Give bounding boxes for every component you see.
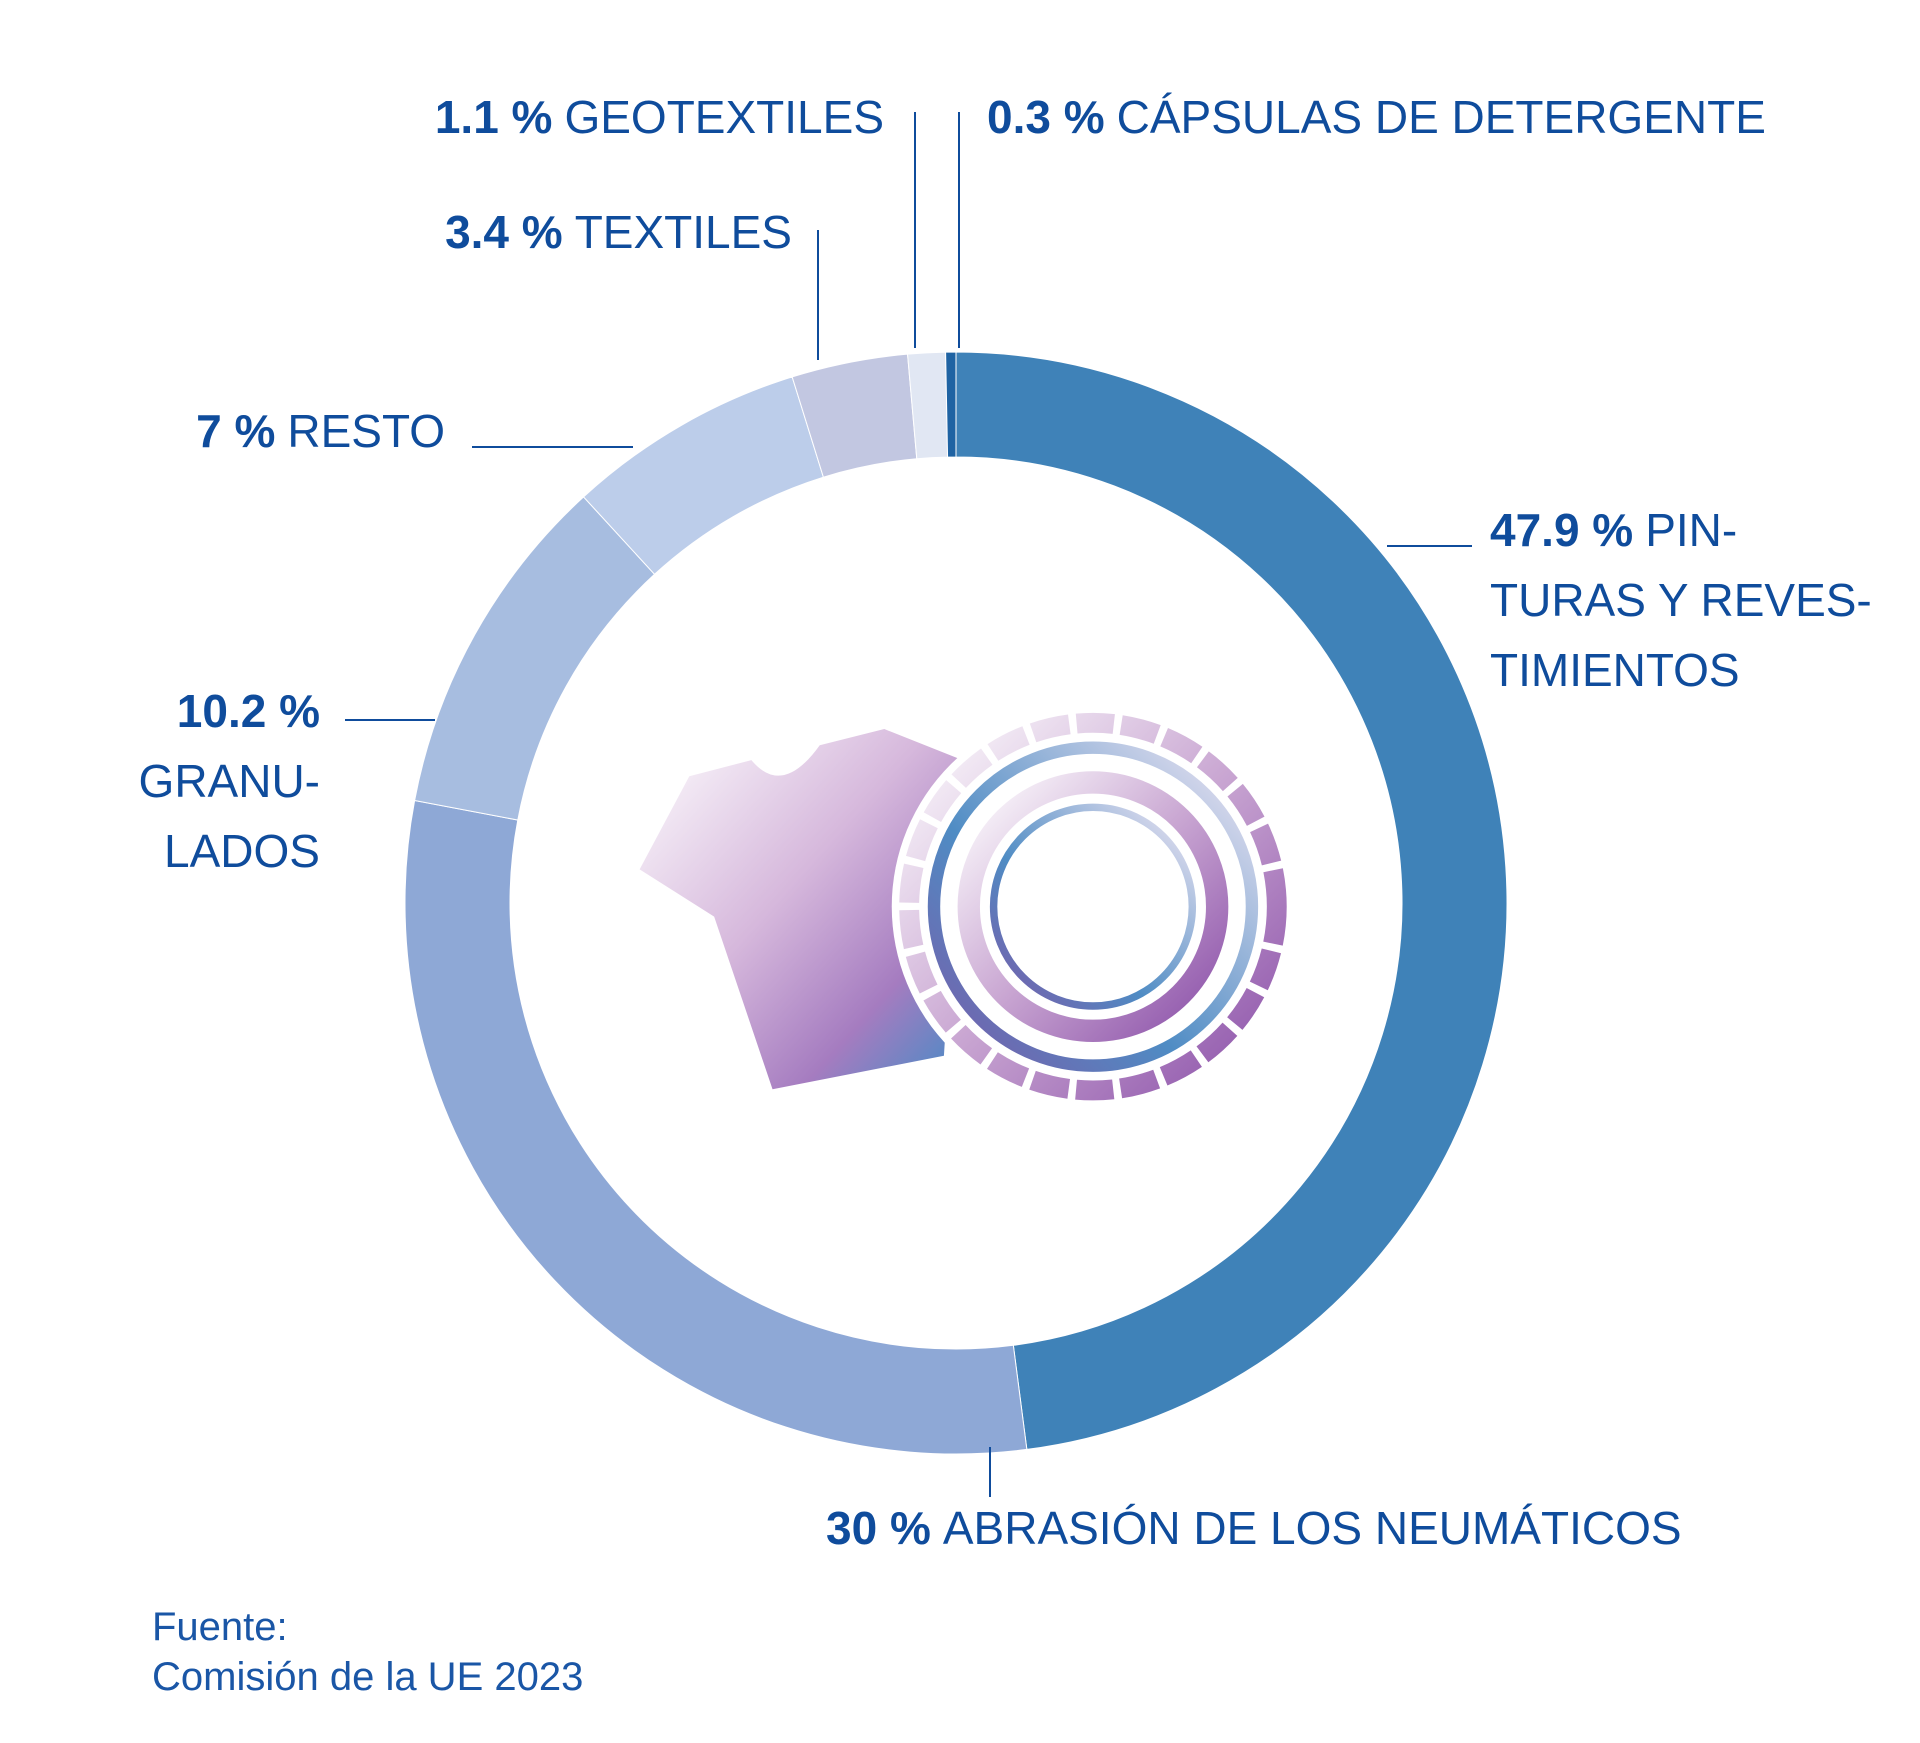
tire-ring bbox=[957, 771, 1229, 1043]
category-label: GEOTEXTILES bbox=[564, 91, 884, 143]
value-label: 1.1 % bbox=[435, 91, 553, 143]
tire-bg bbox=[891, 705, 1295, 1108]
tire-ring bbox=[989, 803, 1197, 1010]
donut-segment bbox=[955, 351, 1508, 1450]
value-label: 0.3 % bbox=[987, 91, 1105, 143]
tire-tread bbox=[899, 712, 1287, 1101]
source-label: Fuente: bbox=[152, 1605, 288, 1649]
value-label: 7 % bbox=[196, 405, 275, 457]
category-label: RESTO bbox=[287, 405, 445, 457]
icons bbox=[639, 705, 1295, 1108]
value-label: 10.2 % bbox=[177, 685, 320, 737]
category-label: TEXTILES bbox=[575, 206, 792, 258]
donut-segment bbox=[945, 351, 957, 458]
source-text: Comisión de la UE 2023 bbox=[152, 1655, 583, 1699]
value-label: 3.4 % bbox=[445, 206, 563, 258]
value-label: 30 % bbox=[826, 1502, 931, 1554]
category-label: CÁPSULAS DE DETERGENTE bbox=[1117, 91, 1766, 143]
category-label: ABRASIÓN DE LOS NEUMÁTICOS bbox=[943, 1502, 1682, 1554]
donut-segment bbox=[404, 799, 1028, 1455]
value-label: 47.9 % bbox=[1490, 504, 1633, 556]
category-label: PIN-TURAS Y REVES-TIMIENTOS bbox=[1490, 504, 1872, 696]
tire-ring bbox=[927, 741, 1259, 1072]
ring bbox=[404, 351, 1508, 1455]
shirt-icon bbox=[639, 729, 963, 1090]
donut-segment bbox=[414, 496, 656, 821]
category-label: GRANU-LADOS bbox=[139, 755, 320, 877]
